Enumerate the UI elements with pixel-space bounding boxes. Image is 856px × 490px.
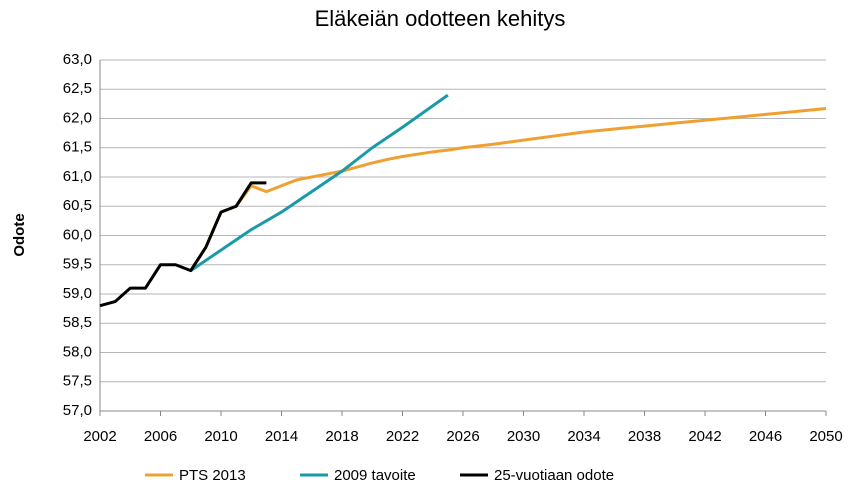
chart-title: Eläkeiän odotteen kehitys: [315, 6, 566, 31]
legend-label: 25-vuotiaan odote: [494, 467, 614, 484]
y-tick-label: 60,0: [63, 226, 92, 243]
x-tick-label: 2030: [507, 428, 540, 445]
y-tick-label: 61,0: [63, 168, 92, 185]
line: [189, 107, 827, 272]
x-tick-label: 2046: [749, 428, 782, 445]
legend-label: PTS 2013: [179, 467, 246, 484]
legend-label: 2009 tavoite: [334, 467, 416, 484]
y-tick-label: 60,5: [63, 197, 92, 214]
y-tick-label: 59,0: [63, 285, 92, 302]
x-tick-label: 2006: [144, 428, 177, 445]
x-tick-label: 2018: [325, 428, 358, 445]
y-tick-label: 59,5: [63, 256, 92, 273]
y-tick-label: 58,5: [63, 314, 92, 331]
y-tick-label: 61,5: [63, 139, 92, 156]
y-tick-label: 63,0: [63, 51, 92, 68]
x-tick-label: 2010: [204, 428, 237, 445]
x-tick-label: 2042: [688, 428, 721, 445]
line: [189, 93, 449, 272]
y-tick-label: 58,0: [63, 343, 92, 360]
y-tick-label: 57,0: [63, 402, 92, 419]
line: [99, 181, 267, 308]
x-tick-label: 2038: [628, 428, 661, 445]
y-axis-label: Odote: [11, 213, 28, 256]
x-tick-label: 2002: [83, 428, 116, 445]
y-tick-label: 62,0: [63, 109, 92, 126]
y-tick-label: 62,5: [63, 80, 92, 97]
y-tick-label: 57,5: [63, 373, 92, 390]
x-tick-label: 2022: [386, 428, 419, 445]
x-tick-label: 2014: [265, 428, 298, 445]
x-tick-label: 2034: [567, 428, 600, 445]
x-tick-label: 2050: [809, 428, 842, 445]
x-tick-label: 2026: [446, 428, 479, 445]
